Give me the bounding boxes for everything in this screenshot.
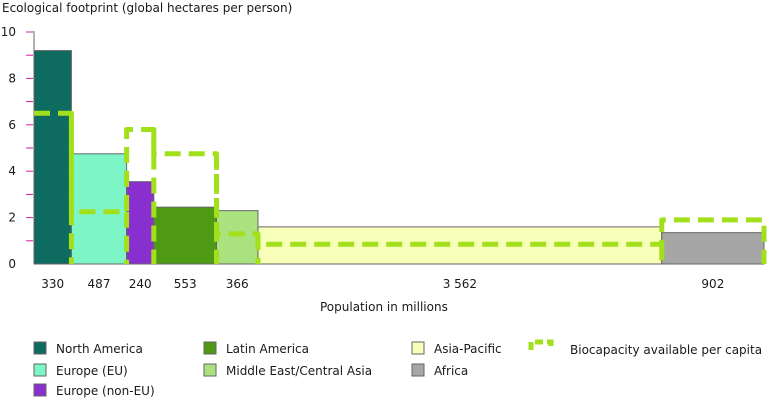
- population-label-africa: 902: [701, 277, 724, 291]
- bar-africa: [661, 232, 765, 265]
- legend-swatch-biocapacity: [528, 339, 554, 350]
- legend-label-africa: Africa: [434, 364, 468, 378]
- legend-label-biocapacity: Biocapacity available per capita: [570, 343, 762, 357]
- population-label-north-america: 330: [41, 277, 64, 291]
- population-label-europe-eu: 487: [88, 277, 111, 291]
- legend-label-europe-eu: Europe (EU): [56, 364, 128, 378]
- legend-label-asia-pacific: Asia-Pacific: [434, 342, 502, 356]
- y-tick-label-4: 4: [8, 164, 16, 178]
- x-axis-labels: 330 487 240 553 366 3 562 902: [41, 277, 724, 291]
- y-tick-label-6: 6: [8, 118, 16, 132]
- legend-swatch-europe-eu: [33, 363, 47, 377]
- y-tick-label-0: 0: [8, 257, 16, 271]
- bars-layer: [33, 50, 765, 265]
- legend-label-europe-non-eu: Europe (non-EU): [56, 384, 155, 398]
- legend-swatch-middle-east-central-asia: [203, 363, 217, 377]
- population-label-europe-non-eu: 240: [129, 277, 152, 291]
- legend-swatch-north-america: [33, 341, 47, 355]
- biocapacity-layer: [34, 110, 767, 264]
- legend-swatch-africa: [411, 363, 425, 377]
- legend-swatch-europe-non-eu: [33, 383, 47, 397]
- bar-europe-eu: [70, 153, 128, 265]
- legend-swatch-asia-pacific: [411, 341, 425, 355]
- y-tick-label-10: 10: [1, 25, 16, 39]
- legend-label-north-america: North America: [56, 342, 143, 356]
- legend-label-latin-america: Latin America: [226, 342, 309, 356]
- bar-middle-east-central-asia: [216, 210, 259, 265]
- legend-swatch-latin-america: [203, 341, 217, 355]
- population-label-middle-east-central-asia: 366: [226, 277, 249, 291]
- population-label-asia-pacific: 3 562: [443, 277, 477, 291]
- legend-label-middle-east-central-asia: Middle East/Central Asia: [226, 364, 372, 378]
- population-label-latin-america: 553: [174, 277, 197, 291]
- y-tick-label-2: 2: [8, 211, 16, 225]
- bar-latin-america: [153, 206, 217, 265]
- legend: North America Europe (EU) Europe (non-EU) L…: [33, 339, 762, 398]
- bar-europe-non-eu: [126, 181, 155, 265]
- x-axis-label: Population in millions: [320, 300, 448, 314]
- y-tick-label-8: 8: [8, 71, 16, 85]
- bar-north-america: [33, 50, 72, 265]
- chart-title: Ecological footprint (global hectares pe…: [2, 1, 292, 15]
